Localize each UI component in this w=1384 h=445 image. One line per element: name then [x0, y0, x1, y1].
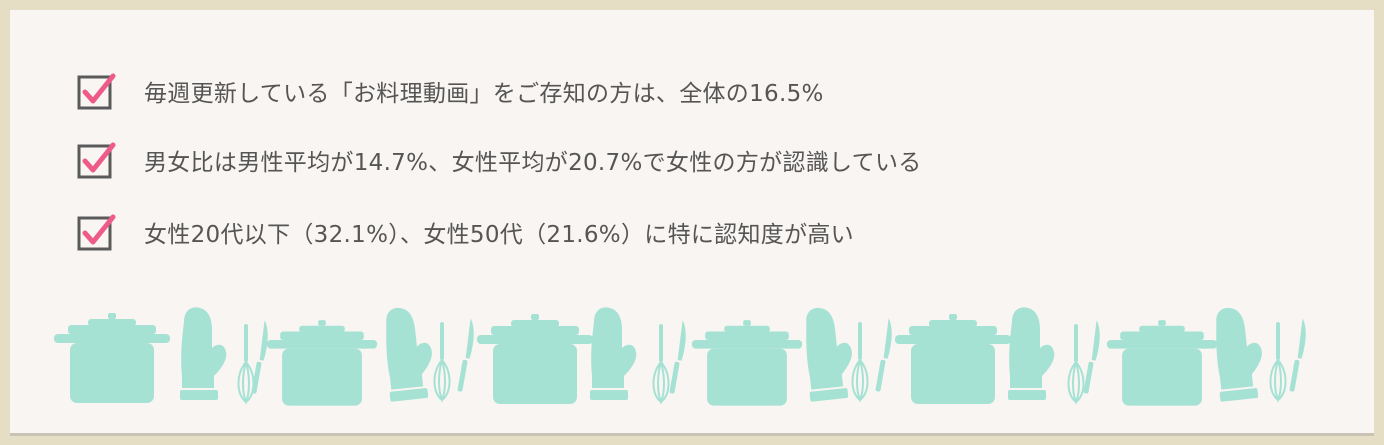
- kitchen-utensils-border: [54, 304, 1310, 406]
- check-item: 男女比は男性平均が14.7%、女性平均が20.7%で女性の方が認識している: [76, 140, 1276, 180]
- check-item-text: 毎週更新している「お料理動画」をご存知の方は、全体の16.5%: [144, 81, 824, 107]
- checkbox-checked-icon: [77, 142, 116, 179]
- check-item-text: 男女比は男性平均が14.7%、女性平均が20.7%で女性の方が認識している: [144, 150, 922, 176]
- check-item-text: 女性20代以下（32.1%）、女性50代（21.6%）に特に認知度が高い: [144, 222, 854, 248]
- checkbox-checked-icon: [77, 214, 116, 251]
- checkbox-checked-icon: [77, 73, 116, 110]
- summary-card: 毎週更新している「お料理動画」をご存知の方は、全体の16.5% 男女比は男性平均…: [10, 10, 1374, 433]
- check-item: 毎週更新している「お料理動画」をご存知の方は、全体の16.5%: [76, 71, 1276, 111]
- check-item: 女性20代以下（32.1%）、女性50代（21.6%）に特に認知度が高い: [76, 212, 1276, 252]
